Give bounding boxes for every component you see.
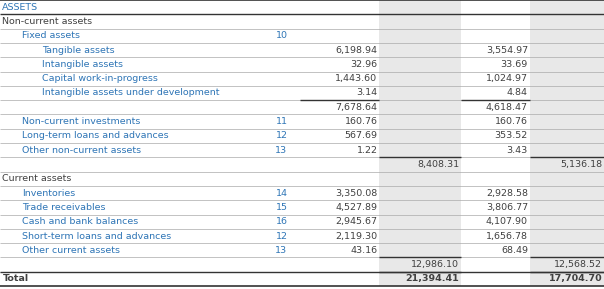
Text: Capital work-in-progress: Capital work-in-progress — [42, 74, 158, 83]
Text: ASSETS: ASSETS — [2, 3, 39, 12]
Text: Intangible assets under development: Intangible assets under development — [42, 88, 220, 97]
Text: 1.22: 1.22 — [356, 146, 378, 155]
Text: 14: 14 — [275, 189, 288, 198]
Bar — [530, 0, 604, 286]
Text: 17,704.70: 17,704.70 — [548, 275, 602, 284]
Text: Intangible assets: Intangible assets — [42, 60, 123, 69]
Text: Fixed assets: Fixed assets — [22, 31, 80, 40]
Text: Non-current investments: Non-current investments — [22, 117, 141, 126]
Text: Short-term loans and advances: Short-term loans and advances — [22, 231, 172, 240]
Text: 12: 12 — [275, 131, 288, 140]
Text: 3.14: 3.14 — [356, 88, 378, 97]
Text: 1,024.97: 1,024.97 — [486, 74, 528, 83]
Text: 21,394.41: 21,394.41 — [405, 275, 459, 284]
Text: 32.96: 32.96 — [350, 60, 378, 69]
Text: 6,198.94: 6,198.94 — [335, 46, 378, 55]
Text: 7,678.64: 7,678.64 — [335, 103, 378, 112]
Text: 15: 15 — [275, 203, 288, 212]
Text: 3,350.08: 3,350.08 — [335, 189, 378, 198]
Text: Trade receivables: Trade receivables — [22, 203, 106, 212]
Text: 1,443.60: 1,443.60 — [335, 74, 378, 83]
Text: 3.43: 3.43 — [507, 146, 528, 155]
Text: Other current assets: Other current assets — [22, 246, 120, 255]
Text: Current assets: Current assets — [2, 174, 72, 183]
Text: 3,554.97: 3,554.97 — [486, 46, 528, 55]
Text: 11: 11 — [275, 117, 288, 126]
Bar — [379, 0, 461, 286]
Text: 12,986.10: 12,986.10 — [411, 260, 459, 269]
Text: Long-term loans and advances: Long-term loans and advances — [22, 131, 169, 140]
Text: 16: 16 — [275, 217, 288, 226]
Text: 33.69: 33.69 — [501, 60, 528, 69]
Text: Cash and bank balances: Cash and bank balances — [22, 217, 138, 226]
Text: 160.76: 160.76 — [495, 117, 528, 126]
Text: 4,527.89: 4,527.89 — [335, 203, 378, 212]
Text: 2,928.58: 2,928.58 — [486, 189, 528, 198]
Text: 160.76: 160.76 — [344, 117, 378, 126]
Text: 10: 10 — [275, 31, 288, 40]
Text: 12,568.52: 12,568.52 — [554, 260, 602, 269]
Text: Total: Total — [2, 275, 28, 284]
Text: 4,618.47: 4,618.47 — [486, 103, 528, 112]
Text: 13: 13 — [275, 146, 288, 155]
Text: 43.16: 43.16 — [350, 246, 378, 255]
Text: 1,656.78: 1,656.78 — [486, 231, 528, 240]
Text: 353.52: 353.52 — [495, 131, 528, 140]
Text: 3,806.77: 3,806.77 — [486, 203, 528, 212]
Text: 2,119.30: 2,119.30 — [335, 231, 378, 240]
Text: 68.49: 68.49 — [501, 246, 528, 255]
Text: 5,136.18: 5,136.18 — [560, 160, 602, 169]
Text: 12: 12 — [275, 231, 288, 240]
Text: 2,945.67: 2,945.67 — [335, 217, 378, 226]
Text: 567.69: 567.69 — [344, 131, 378, 140]
Text: 4.84: 4.84 — [507, 88, 528, 97]
Text: 8,408.31: 8,408.31 — [417, 160, 459, 169]
Text: Non-current assets: Non-current assets — [2, 17, 92, 26]
Text: Other non-current assets: Other non-current assets — [22, 146, 141, 155]
Text: Inventories: Inventories — [22, 189, 76, 198]
Text: Tangible assets: Tangible assets — [42, 46, 115, 55]
Text: 4,107.90: 4,107.90 — [486, 217, 528, 226]
Text: 13: 13 — [275, 246, 288, 255]
